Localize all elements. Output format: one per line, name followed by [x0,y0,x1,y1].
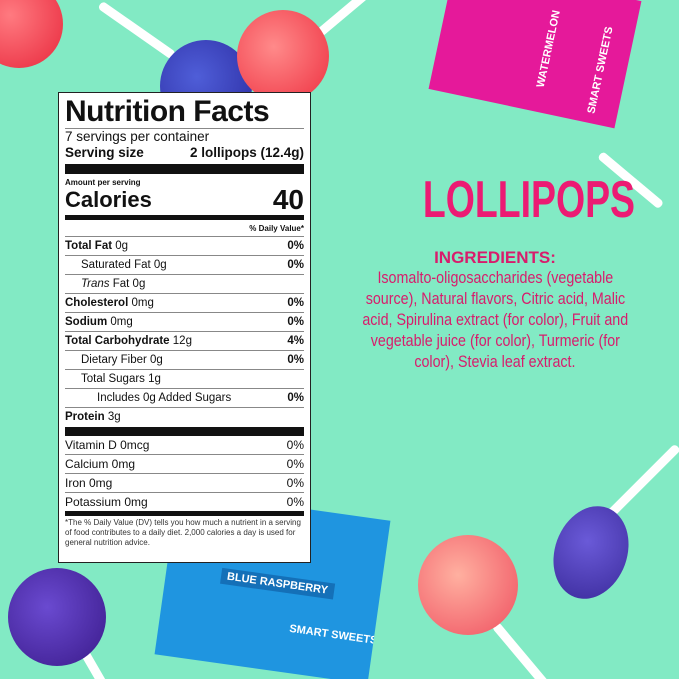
product-title: LOLLIPOPS [422,171,636,229]
serving-size-label: Serving size [65,145,144,160]
serving-size: Serving size 2 lollipops (12.4g) [65,145,304,161]
ingredients-text: Isomalto-oligosaccharides (vegetable sou… [325,267,665,372]
nutrient-label: Trans Fat 0g [65,275,145,293]
nutrient-amount: Fat 0g [112,278,146,290]
micronutrient-label: Iron 0mg [65,476,113,490]
nutrient-row: Trans Fat 0g [65,274,304,293]
nutrient-row: Includes 0g Added Sugars 0% [65,388,304,407]
nutrient-amount: 0mg [131,297,154,309]
ingredients-line: source), Natural flavors, Citric acid, M… [365,289,625,308]
nutrient-row: Protein 3g [65,407,304,426]
ingredients-line: color), Stevia leaf extract. [414,352,576,371]
daily-value-percent: 4% [287,335,304,347]
calories-value: 40 [272,184,304,215]
nutrient-label: Total Sugars 1g [65,370,161,388]
package-flavor: BLUE RASPBERRY [220,567,335,600]
nutrient-label: Total Carbohydrate 12g [65,332,192,350]
nutrient-row: Cholesterol 0mg 0% [65,293,304,312]
daily-value-percent: 0% [287,259,304,271]
nutrient-label: Cholesterol 0mg [65,294,154,312]
ingredients-line: Isomalto-oligosaccharides (vegetable [377,268,613,287]
nutrient-name: Protein [65,411,105,423]
nutrient-amount: 0mg [110,316,133,328]
micronutrient-row: Iron 0mg 0% [65,473,304,492]
nutrient-label: Includes 0g Added Sugars [65,389,231,407]
nutrient-amount: 0g [115,240,129,252]
nutrient-name: Trans [81,278,110,290]
nutrient-name: Total Sugars [81,373,145,385]
nutrient-label: Dietary Fiber 0g [65,351,163,369]
nutrient-amount: 12g [172,335,192,347]
red-lollipop [237,10,329,102]
lollipop-stick [97,0,177,60]
nutrient-name: Includes 0g Added Sugars [97,392,232,404]
nutrition-facts-label: Nutrition Facts 7 servings per container… [58,92,311,563]
nutrition-title: Nutrition Facts [65,95,270,128]
nutrient-name: Saturated Fat [81,259,151,271]
footnote: *The % Daily Value (DV) tells you how mu… [65,518,301,547]
package-brand: SMART SWEETS [288,622,379,648]
nutrient-label: Protein 3g [65,408,121,426]
nutrient-row: Saturated Fat 0g 0% [65,255,304,274]
red-lollipop [0,0,63,68]
ingredients-line: vegetable juice (for color), Turmeric (f… [370,331,620,350]
nutrient-row: Dietary Fiber 0g 0% [65,350,304,369]
nutrient-row: Total Carbohydrate 12g 4% [65,331,304,350]
nutrient-name: Total Carbohydrate [65,335,170,347]
red-lollipop [418,535,518,635]
daily-value-percent: 0% [286,495,304,509]
calories-row: Calories 40 [65,184,304,215]
micronutrient-row: Potassium 0mg 0% [65,492,304,511]
package-brand: SMART SWEETS [585,25,616,115]
daily-value-percent: 0% [287,297,304,309]
servings-per-container: 7 servings per container [65,129,210,144]
lollipop-stick [491,621,550,679]
nutrient-name: Cholesterol [65,297,129,309]
daily-value-header: % Daily Value* [249,224,304,233]
micronutrient-row: Calcium 0mg 0% [65,454,304,473]
purple-lollipop [8,568,106,666]
micronutrient-label: Calcium 0mg [65,457,136,471]
nutrient-name: Total Fat [65,240,113,252]
calories-label: Calories [65,187,152,212]
micronutrient-label: Potassium 0mg [65,495,148,509]
nutrient-row: Total Sugars 1g [65,369,304,388]
daily-value-percent: 0% [287,240,304,252]
daily-value-percent: 0% [286,476,304,490]
serving-size-value: 2 lollipops (12.4g) [189,145,304,160]
daily-value-percent: 0% [286,438,304,452]
nutrient-amount: 0g [153,259,167,271]
nutrient-label: Saturated Fat 0g [65,256,167,274]
ingredients-header: INGREDIENTS: [434,248,556,267]
daily-value-percent: 0% [286,457,304,471]
nutrient-amount: 0g [150,354,163,366]
nutrient-name: Dietary Fiber [81,354,147,366]
daily-value-percent: 0% [287,392,304,404]
amount-per-serving: Amount per serving [65,178,141,187]
nutrient-label: Sodium 0mg [65,313,133,331]
ingredients-line: acid, Spirulina extract (for color), Fru… [362,310,628,329]
package-flavor: WATERMELON [534,9,563,89]
nutrient-amount: 3g [107,411,121,423]
micronutrient-label: Vitamin D 0mcg [65,438,150,452]
nutrient-row: Sodium 0mg 0% [65,312,304,331]
micronutrient-row: Vitamin D 0mcg 0% [65,436,304,454]
blue-lollipop [540,495,642,610]
daily-value-percent: 0% [287,316,304,328]
nutrient-amount: 1g [148,373,161,385]
watermelon-package: WATERMELON SMART SWEETS [428,0,642,129]
daily-value-percent: 0% [287,354,304,366]
nutrient-row: Total Fat 0g 0% [65,236,304,255]
nutrient-label: Total Fat 0g [65,237,128,255]
nutrient-name: Sodium [65,316,108,328]
